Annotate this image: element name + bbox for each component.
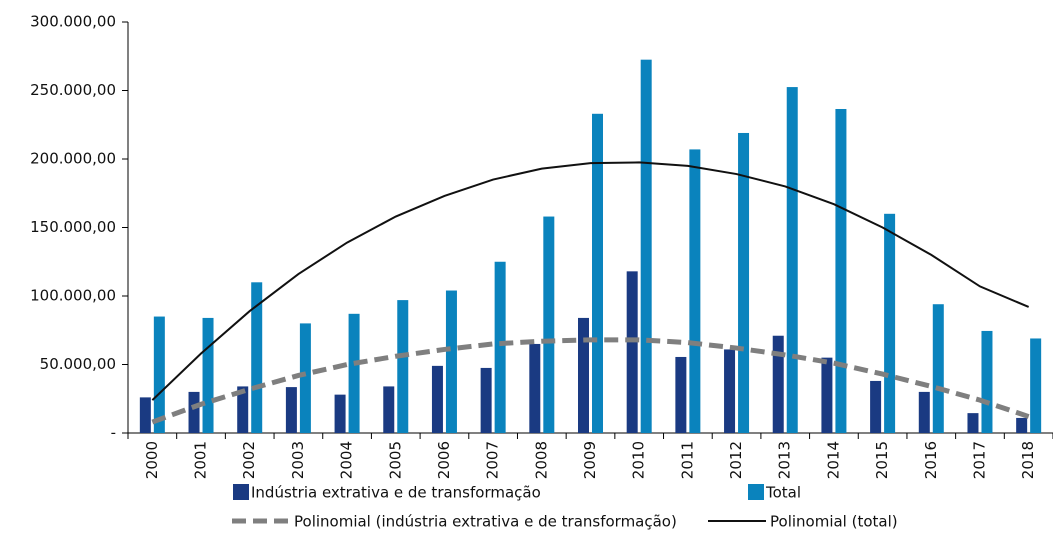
bar (139, 397, 151, 433)
x-tick-label: 2003 (289, 441, 307, 479)
bar (772, 335, 784, 433)
bar (1030, 338, 1042, 433)
x-tick-label: 2000 (143, 441, 161, 479)
x-tick-label: 2012 (727, 441, 745, 479)
bar (348, 313, 360, 433)
bar (202, 317, 214, 433)
bar (494, 261, 506, 433)
bar (285, 387, 297, 433)
legend-label: Polinomial (indústria extrativa e de tra… (294, 513, 677, 531)
legend-swatch (233, 484, 249, 500)
legend-label: Total (765, 484, 801, 502)
bar (870, 380, 882, 433)
trend-line (151, 161, 1030, 401)
trend-line (151, 337, 1030, 425)
bar (578, 317, 589, 433)
x-tick-label: 2014 (824, 441, 842, 479)
bar (724, 349, 736, 433)
bar (640, 59, 652, 434)
y-tick-label: 50.000,00 (40, 355, 116, 373)
x-tick-label: 2008 (532, 441, 550, 479)
bar (431, 365, 443, 433)
legend-swatch (748, 484, 764, 500)
x-tick-label: 2007 (484, 441, 502, 479)
y-tick-label: 300.000,00 (30, 13, 116, 31)
x-tick-label: 2015 (873, 441, 891, 479)
x-tick-label: 2005 (386, 441, 404, 479)
bar (543, 216, 555, 433)
x-tick-label: 2011 (678, 441, 696, 479)
x-tick-label: 2001 (192, 441, 210, 479)
bar (397, 300, 409, 433)
x-tick-label: 2010 (630, 441, 648, 479)
bar (188, 391, 200, 433)
bar (932, 304, 944, 433)
bar (480, 367, 492, 433)
y-tick-label: 100.000,00 (30, 287, 116, 305)
bar (1016, 417, 1028, 433)
x-tick-label: 2018 (1019, 441, 1037, 479)
bar (237, 386, 249, 433)
bar (299, 323, 311, 433)
x-tick-label: 2006 (435, 441, 453, 479)
bar (786, 87, 798, 433)
y-tick-label: - (111, 424, 116, 442)
x-tick-label: 2002 (240, 441, 258, 479)
bar (445, 290, 457, 433)
x-tick-label: 2017 (970, 441, 988, 479)
bar (529, 343, 541, 433)
legend-label: Indústria extrativa e de transformação (251, 484, 541, 502)
bar (334, 394, 346, 433)
x-tick-label: 2013 (776, 441, 794, 479)
bar (383, 386, 395, 433)
x-tick-label: 2009 (581, 441, 599, 479)
bar (981, 330, 993, 433)
y-tick-label: 250.000,00 (30, 81, 116, 99)
legend-label: Polinomial (total) (770, 513, 898, 531)
y-tick-label: 200.000,00 (30, 150, 116, 168)
bar (153, 316, 165, 433)
bar (675, 356, 687, 433)
bar (967, 413, 979, 433)
bar (689, 149, 701, 433)
x-tick-label: 2004 (338, 441, 356, 479)
y-tick-label: 150.000,00 (30, 218, 116, 236)
bar (884, 213, 896, 433)
bar (835, 108, 847, 434)
bar (738, 132, 750, 433)
bar (626, 271, 638, 433)
bar (592, 113, 603, 433)
bar (821, 357, 833, 433)
x-tick-label: 2016 (922, 441, 940, 479)
bar (918, 391, 930, 433)
bar (251, 282, 263, 433)
